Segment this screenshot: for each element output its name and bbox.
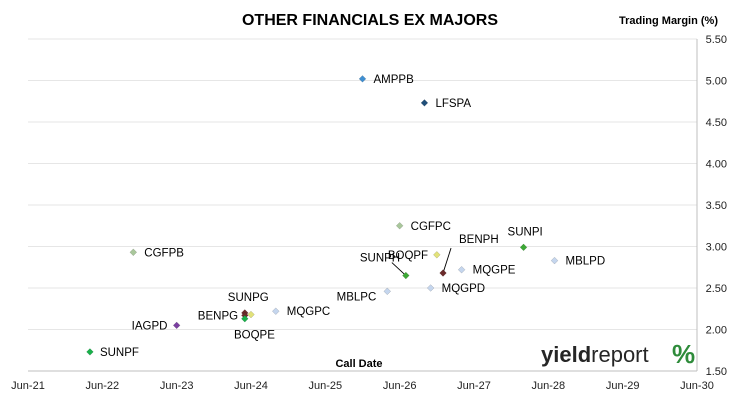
data-point-mqgpd <box>426 284 435 292</box>
point-label: MBLPC <box>337 291 377 303</box>
x-tick-label: Jun-23 <box>160 380 194 392</box>
y-tick-labels: 1.50 2.00 2.50 3.00 3.50 4.00 4.50 5.00 5.50 <box>706 34 727 378</box>
svg-text:yieldreport: yieldreport <box>541 342 649 367</box>
data-points <box>86 75 559 356</box>
point-label: MQGPD <box>442 283 485 295</box>
leader-line <box>442 247 452 274</box>
data-point-mqgpe <box>457 265 466 274</box>
logo-word-report: report <box>591 342 648 367</box>
x-tick-label: Jun-30 <box>680 380 714 392</box>
y-tick-label: 5.00 <box>706 76 727 88</box>
x-tick-label: Jun-26 <box>383 380 417 392</box>
x-axis-title: Call Date <box>335 358 382 370</box>
x-tick-label: Jun-21 <box>11 380 45 392</box>
y-tick-label: 4.50 <box>706 117 727 129</box>
y-tick-label: 2.00 <box>706 325 727 337</box>
y-axis-title: Trading Margin (%) <box>619 15 718 27</box>
data-point-sunph <box>402 271 410 280</box>
y-tick-label: 1.50 <box>706 366 727 378</box>
point-labels: AMPPB LFSPA CGFPC CGFPB BENPH SUNPI BOQPF MBLPD… <box>100 74 605 359</box>
point-label: MQGPE <box>473 265 516 277</box>
leader-line <box>391 262 407 276</box>
data-point-boqpe <box>247 310 255 319</box>
y-tick-label: 4.00 <box>706 159 727 171</box>
data-point-benph <box>439 269 447 277</box>
leader-lines <box>391 247 452 276</box>
data-point-cgfpc <box>395 221 404 230</box>
data-point-mblpd <box>550 256 559 265</box>
data-point-mqgpc <box>272 307 280 315</box>
x-tick-label: Jun-27 <box>457 380 491 392</box>
point-label: SUNPF <box>100 347 139 359</box>
yieldreport-logo: yieldreport % <box>541 339 695 369</box>
y-tick-label: 5.50 <box>706 34 727 46</box>
point-label: LFSPA <box>435 98 471 110</box>
x-tick-label: Jun-24 <box>234 380 268 392</box>
logo-percent: % <box>672 339 695 369</box>
data-point-mblpc <box>383 287 392 296</box>
data-point-iagpd <box>172 321 181 330</box>
gridlines <box>28 38 697 330</box>
point-label: AMPPB <box>374 74 415 86</box>
data-point-lfspa <box>420 99 429 107</box>
x-tick-label: Jun-28 <box>532 380 566 392</box>
point-label: BOQPF <box>388 250 428 262</box>
data-point-sunpg <box>241 314 249 323</box>
x-tick-labels: Jun-21 Jun-22 Jun-23 Jun-24 Jun-25 Jun-26 Jun-… <box>11 380 714 392</box>
point-label: IAGPD <box>132 320 168 332</box>
x-tick-label: Jun-29 <box>606 380 640 392</box>
point-label: BENPG <box>198 310 238 322</box>
data-point-cgfpb <box>129 248 138 257</box>
data-point-boqpf <box>433 251 441 259</box>
point-label: BOQPE <box>234 330 275 342</box>
x-tick-label: Jun-25 <box>309 380 343 392</box>
point-label: MBLPD <box>566 256 606 268</box>
point-label: SUNPI <box>508 226 543 238</box>
data-point-sunpf <box>86 348 94 356</box>
point-label: BENPH <box>459 234 499 246</box>
data-point-sunpi <box>519 243 528 252</box>
point-label: SUNPG <box>228 292 269 304</box>
point-label: MQGPC <box>287 306 330 318</box>
chart-title: OTHER FINANCIALS EX MAJORS <box>242 12 498 29</box>
y-tick-label: 3.50 <box>706 200 727 212</box>
point-label: CGFPB <box>144 247 184 259</box>
point-label: SUNPH <box>360 253 400 265</box>
point-label: CGFPC <box>411 221 451 233</box>
data-point-amppb <box>358 75 367 83</box>
x-tick-label: Jun-22 <box>86 380 120 392</box>
y-tick-label: 2.50 <box>706 283 727 295</box>
y-tick-label: 3.00 <box>706 242 727 254</box>
logo-word-yield: yield <box>541 342 591 367</box>
